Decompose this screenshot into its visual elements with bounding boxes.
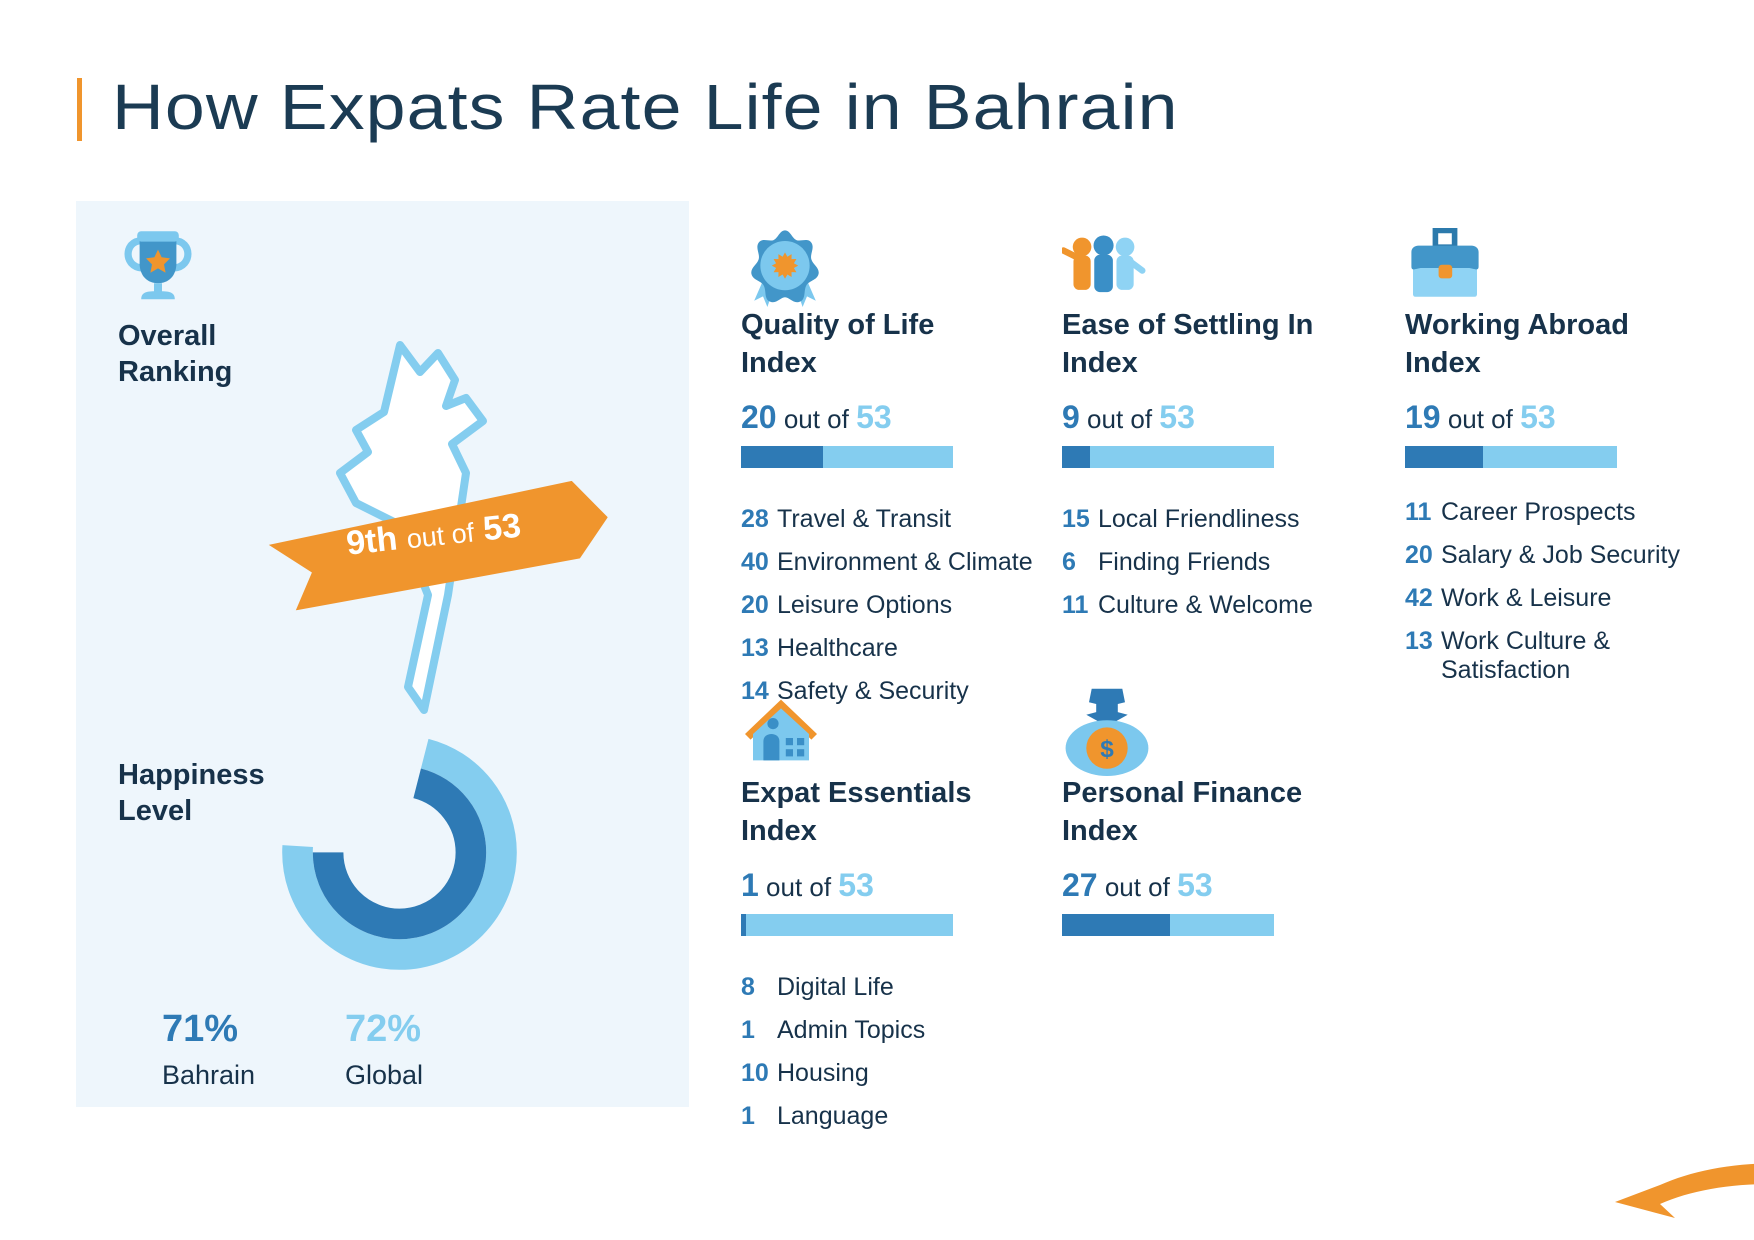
svg-text:$: $ — [1100, 736, 1114, 763]
